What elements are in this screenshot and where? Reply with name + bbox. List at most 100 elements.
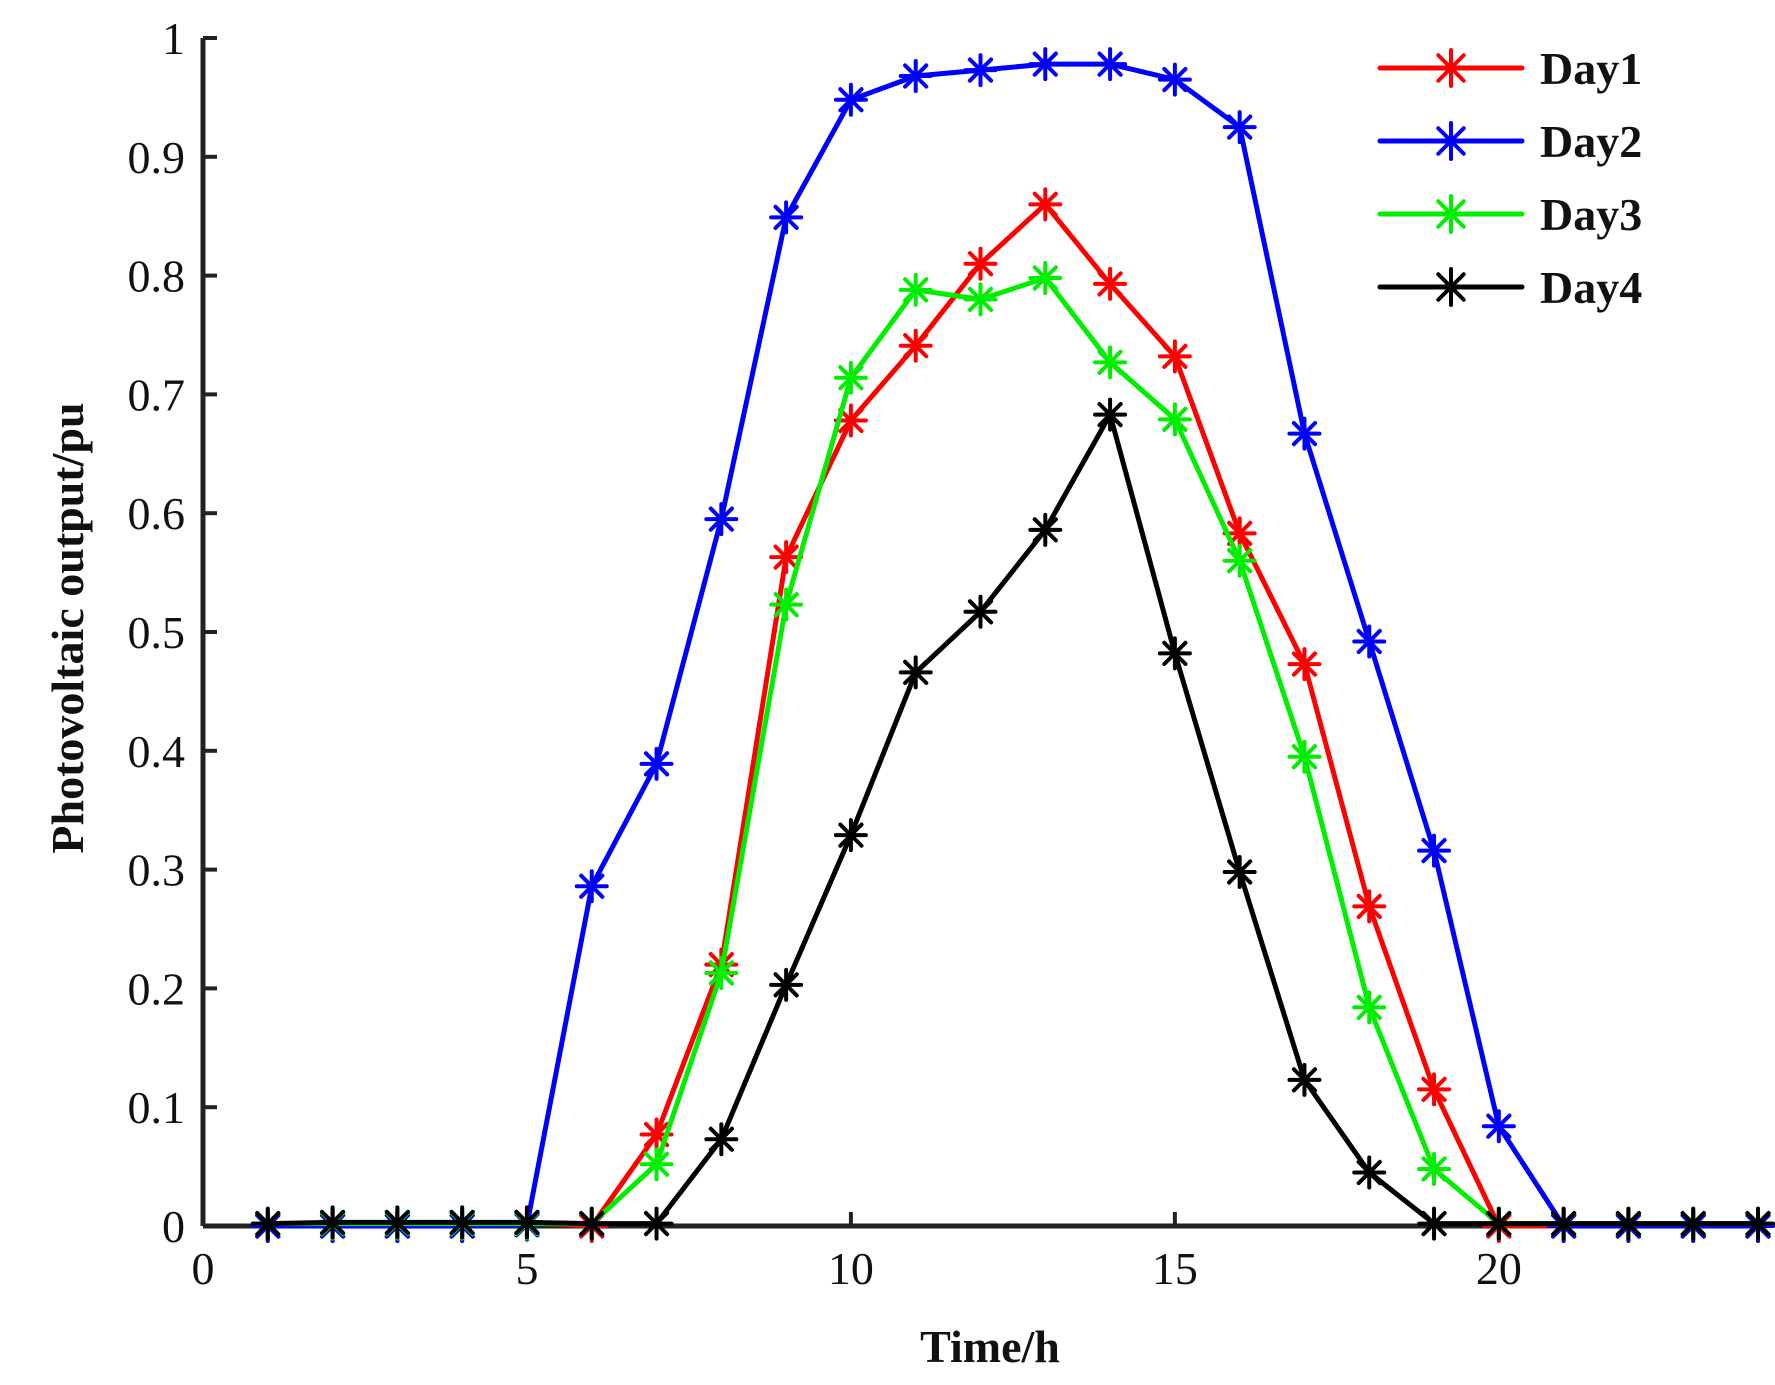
- axes: 00.10.20.30.40.50.60.70.80.910 5 10 15 20: [128, 13, 1758, 1294]
- legend-label: Day2: [1540, 116, 1642, 167]
- legend-marker: [1431, 194, 1471, 234]
- series-line: [265, 61, 1761, 1229]
- x-tick-label: 0: [192, 1243, 215, 1294]
- data-point: [769, 587, 804, 622]
- data-point: [380, 1205, 415, 1240]
- data-point: [1222, 854, 1257, 889]
- data-point: [963, 53, 998, 88]
- x-tick-label: 10: [828, 1243, 874, 1294]
- data-point: [250, 1206, 285, 1241]
- data-point: [1157, 339, 1192, 374]
- series-layer: [250, 47, 1775, 1243]
- data-point: [639, 1206, 674, 1241]
- x-axis-title: Time/h: [920, 1321, 1060, 1372]
- data-point: [1287, 647, 1322, 682]
- data-point: [445, 1205, 480, 1240]
- data-point: [1352, 889, 1387, 924]
- legend-label: Day1: [1540, 43, 1642, 94]
- series-line: [265, 412, 1761, 1227]
- y-tick-label: 0.9: [128, 132, 186, 183]
- data-point: [1287, 1062, 1322, 1097]
- y-tick-label: 0.5: [128, 607, 186, 658]
- data-point: [1417, 833, 1452, 868]
- legend-marker: [1431, 267, 1471, 307]
- data-point: [1417, 1072, 1452, 1107]
- data-point: [769, 967, 804, 1002]
- data-point: [704, 1122, 739, 1157]
- data-point: [769, 200, 804, 235]
- y-tick-label: 0.3: [128, 845, 186, 896]
- series-day4: [250, 397, 1775, 1241]
- y-tick-label: 0.8: [128, 251, 186, 302]
- data-point: [1028, 260, 1063, 295]
- data-point: [1157, 402, 1192, 437]
- data-point: [574, 869, 609, 904]
- legend-entry: Day2: [1377, 116, 1642, 167]
- data-point: [898, 328, 933, 363]
- y-tick-label: 0: [162, 1201, 185, 1252]
- x-tick-label: 20: [1476, 1243, 1522, 1294]
- data-point: [963, 594, 998, 629]
- data-point: [1352, 990, 1387, 1025]
- data-point: [639, 1147, 674, 1182]
- data-point: [1417, 1151, 1452, 1186]
- data-point: [1287, 416, 1322, 451]
- data-point: [1222, 110, 1257, 145]
- legend-marker: [1431, 48, 1471, 88]
- y-tick-label: 1: [162, 13, 185, 64]
- data-point: [704, 955, 739, 990]
- y-tick-label: 0.2: [128, 963, 186, 1014]
- series-day1: [250, 187, 1775, 1243]
- x-tick-label: 5: [515, 1243, 538, 1294]
- data-point: [898, 272, 933, 307]
- data-point: [315, 1205, 350, 1240]
- data-point: [833, 403, 868, 438]
- series-line: [265, 201, 1761, 1229]
- y-tick-label: 0.7: [128, 369, 186, 420]
- x-tick-label: 15: [1152, 1243, 1198, 1294]
- series-day3: [250, 260, 1775, 1241]
- data-point: [1352, 624, 1387, 659]
- data-point: [963, 282, 998, 317]
- data-point: [1028, 187, 1063, 222]
- data-point: [769, 540, 804, 575]
- data-point: [1352, 1155, 1387, 1190]
- y-tick-label: 0.4: [128, 726, 186, 777]
- data-point: [1676, 1206, 1711, 1241]
- data-point: [639, 746, 674, 781]
- data-point: [1093, 47, 1128, 82]
- data-point: [1417, 1206, 1452, 1241]
- data-point: [1741, 1206, 1775, 1241]
- data-point: [704, 502, 739, 537]
- series-line: [265, 275, 1761, 1227]
- legend: Day1 Day2 Day3 Day4: [1377, 43, 1642, 313]
- data-point: [833, 82, 868, 117]
- data-point: [509, 1205, 544, 1240]
- data-point: [833, 360, 868, 395]
- data-point: [1028, 47, 1063, 82]
- y-axis-title: Photovoltaic output/pu: [42, 402, 93, 853]
- legend-entry: Day1: [1377, 43, 1642, 94]
- legend-label: Day3: [1540, 189, 1642, 240]
- legend-entry: Day3: [1377, 189, 1642, 240]
- data-point: [1093, 266, 1128, 301]
- data-point: [833, 818, 868, 853]
- data-point: [574, 1206, 609, 1241]
- data-point: [1287, 739, 1322, 774]
- legend-label: Day4: [1540, 262, 1642, 313]
- axis-labels: Time/h Photovoltaic output/pu: [42, 402, 1060, 1372]
- legend-entry: Day4: [1377, 262, 1642, 313]
- data-point: [1157, 62, 1192, 97]
- y-tick-label: 0.6: [128, 488, 186, 539]
- data-point: [898, 59, 933, 94]
- data-point: [1481, 1206, 1516, 1241]
- data-point: [1611, 1206, 1646, 1241]
- data-point: [898, 655, 933, 690]
- data-point: [1093, 345, 1128, 380]
- legend-marker: [1431, 121, 1471, 161]
- data-point: [963, 246, 998, 281]
- data-point: [1481, 1109, 1516, 1144]
- data-point: [1546, 1206, 1581, 1241]
